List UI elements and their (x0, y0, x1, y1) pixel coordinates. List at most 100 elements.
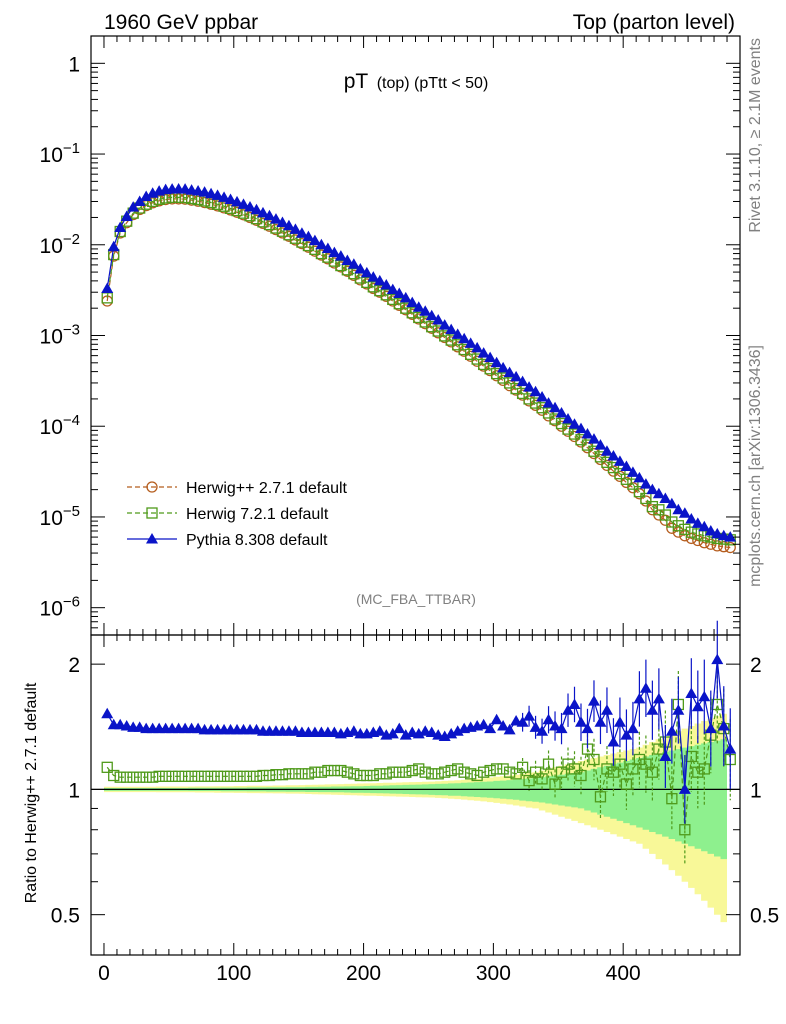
data-point (484, 722, 497, 734)
data-point (218, 191, 231, 202)
data-point (607, 461, 620, 474)
data-point (620, 729, 633, 740)
y-tick-label: 10−3 (40, 322, 80, 349)
data-point (179, 770, 191, 782)
data-point (270, 769, 282, 781)
data-point (581, 439, 594, 451)
data-point (374, 768, 386, 780)
data-point (679, 530, 691, 542)
data-point (633, 471, 646, 483)
x-tick-label: 100 (216, 962, 251, 985)
ratio-panel: 2 2 1 1 0.5 0.5 Ratio to Herwig++ 2.7.1 defau… (23, 620, 779, 956)
data-point (646, 483, 659, 495)
y-tick-label-exponent: −1 (63, 140, 80, 157)
data-point (244, 200, 257, 212)
data-point (413, 763, 425, 775)
data-point (458, 766, 470, 778)
header-left: 1960 GeV ppbar (104, 11, 258, 34)
data-point (159, 770, 172, 782)
plot-title-main: pT (344, 70, 369, 93)
data-point (244, 770, 256, 782)
data-point (620, 778, 633, 790)
data-point (283, 768, 295, 780)
data-point (497, 361, 510, 373)
data-point (399, 729, 412, 740)
ratio-y-axis-label: Ratio to Herwig++ 2.7.1 default (23, 682, 40, 903)
data-point (672, 526, 684, 538)
x-tick-label: 0 (98, 962, 110, 985)
data-point (542, 713, 555, 725)
data-point (269, 213, 282, 224)
data-point (523, 393, 535, 405)
data-point (445, 764, 457, 777)
data-point (302, 768, 315, 780)
data-point (568, 428, 581, 440)
data-point (108, 769, 120, 782)
data-point (549, 778, 561, 790)
x-tick-label: 300 (476, 962, 511, 985)
series-line (106, 704, 731, 830)
data-point (484, 351, 497, 363)
data-point (354, 263, 367, 274)
data-point (704, 722, 717, 734)
y-tick-label: 10−4 (40, 412, 80, 439)
data-point (400, 766, 412, 778)
ratio-y-tick-label-right: 0.5 (750, 905, 779, 928)
data-point (393, 722, 406, 734)
data-point (127, 201, 140, 212)
data-point (672, 704, 685, 715)
data-point (665, 497, 678, 509)
data-point (516, 761, 529, 773)
data-point (101, 707, 114, 719)
data-point (639, 682, 652, 693)
data-point (536, 773, 548, 785)
data-point (692, 528, 704, 540)
data-point (698, 690, 711, 702)
y-tick-label-exponent: −4 (63, 412, 80, 429)
data-point (315, 238, 328, 250)
data-point (289, 768, 302, 780)
data-point (347, 258, 360, 269)
data-point (490, 763, 503, 775)
data-point (334, 250, 347, 261)
data-point (607, 766, 620, 778)
data-point (133, 195, 146, 206)
data-point (426, 768, 438, 780)
data-point (691, 700, 704, 712)
data-point (529, 766, 542, 778)
data-point (718, 541, 730, 553)
data-point (465, 768, 477, 780)
data-point (256, 206, 269, 218)
data-point (666, 522, 678, 534)
data-point (367, 271, 380, 282)
data-point (308, 234, 321, 246)
data-point (438, 730, 451, 742)
data-point (679, 824, 691, 836)
data-point (419, 305, 432, 316)
data-point (529, 721, 542, 732)
data-point (101, 761, 113, 773)
data-point (555, 766, 568, 778)
data-point (347, 725, 360, 736)
data-point (451, 328, 464, 339)
legend-label: Pythia 8.308 default (186, 532, 328, 549)
series-2-main (101, 191, 736, 546)
data-point (698, 520, 711, 532)
data-point (510, 768, 522, 780)
data-point (315, 766, 328, 778)
data-point (666, 516, 678, 528)
x-axis-labels: 0 100 200 300 400 (98, 962, 641, 985)
data-point (380, 768, 392, 780)
data-point (724, 531, 737, 542)
data-point (452, 763, 464, 775)
data-point (717, 720, 730, 731)
data-point (711, 653, 724, 665)
data-point (406, 764, 418, 777)
data-point (367, 769, 379, 782)
data-point (613, 716, 626, 727)
y-tick-label: 10−1 (40, 140, 80, 167)
data-point (542, 758, 555, 770)
data-point (406, 296, 419, 308)
data-point (393, 287, 406, 299)
data-point (439, 766, 451, 778)
